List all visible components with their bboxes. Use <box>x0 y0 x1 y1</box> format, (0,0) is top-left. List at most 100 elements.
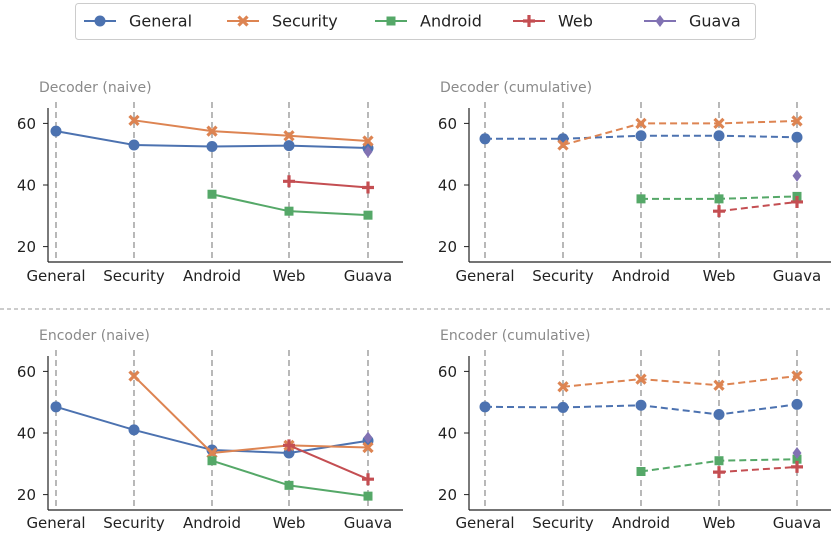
series-line-web <box>288 444 369 481</box>
series-general <box>479 398 803 421</box>
series-guava <box>363 145 373 158</box>
data-point-android <box>714 194 724 204</box>
x-tick-label-web: Web <box>703 267 736 285</box>
data-point-general <box>128 139 140 151</box>
x-tick-label-general: General <box>26 514 85 532</box>
data-point-security <box>635 117 647 130</box>
x-tick-label-guava: Guava <box>344 514 392 532</box>
series-android <box>207 456 373 501</box>
x-tick-label-general: General <box>455 514 514 532</box>
series-line-security <box>133 119 369 142</box>
data-point-security <box>713 379 725 391</box>
x-tick-label-general: General <box>455 267 514 285</box>
series-security <box>128 114 374 147</box>
panel-decoder-naive: Decoder (naive) 20 40 60 General Security Andr… <box>17 80 403 285</box>
legend-marker-web <box>523 15 535 27</box>
data-point-web <box>791 195 803 208</box>
y-tick-label: 60 <box>438 115 457 133</box>
data-point-web <box>713 466 725 479</box>
data-point-android <box>636 467 646 476</box>
data-point-guava <box>792 169 802 182</box>
y-tick-label: 40 <box>438 177 457 195</box>
panel-encoder-naive: Encoder (naive) 20 40 60 General Security Andr… <box>17 328 403 532</box>
data-point-android <box>207 456 217 466</box>
data-point-security <box>283 130 295 142</box>
data-point-security <box>206 447 218 459</box>
x-tick-label-web: Web <box>273 267 306 285</box>
data-point-web <box>791 460 803 473</box>
series-android <box>207 189 373 220</box>
data-point-general <box>50 125 62 137</box>
chart-panels: Decoder (naive) 20 40 60 General Security Andr… <box>17 80 831 532</box>
data-point-android <box>284 480 294 490</box>
data-point-web <box>362 473 374 486</box>
series-guava <box>363 431 373 444</box>
y-tick-label: 20 <box>438 486 457 504</box>
data-point-security <box>791 115 803 127</box>
data-point-web <box>713 205 725 218</box>
data-point-general <box>635 399 647 411</box>
panel-title: Decoder (cumulative) <box>440 80 592 96</box>
panel-title: Encoder (cumulative) <box>440 328 590 344</box>
y-tick-label: 60 <box>17 363 36 381</box>
series-web <box>713 195 803 218</box>
series-security <box>128 370 374 459</box>
legend-label-guava: Guava <box>689 12 741 31</box>
data-point-guava <box>363 431 373 444</box>
y-tick-label: 20 <box>438 238 457 256</box>
legend-marker-security <box>237 15 249 27</box>
x-tick-label-security: Security <box>532 267 594 285</box>
x-tick-label-android: Android <box>183 267 241 285</box>
data-point-security <box>128 114 140 126</box>
data-point-guava <box>792 447 802 460</box>
series-web <box>713 460 803 479</box>
panel-title: Decoder (naive) <box>39 80 152 96</box>
series-security <box>557 115 803 151</box>
data-point-general <box>635 130 647 142</box>
legend-label-security: Security <box>272 12 338 31</box>
legend-label-general: General <box>129 12 192 31</box>
data-point-general <box>713 409 725 421</box>
data-point-security <box>362 135 374 147</box>
series-general <box>50 401 374 459</box>
data-point-general <box>713 130 725 142</box>
legend-marker-android <box>386 16 396 26</box>
data-point-general <box>206 141 218 152</box>
x-tick-label-security: Security <box>103 514 165 532</box>
data-point-security <box>362 441 374 454</box>
y-tick-label: 20 <box>17 486 36 504</box>
data-point-security <box>557 139 569 151</box>
series-web <box>283 439 374 486</box>
data-point-general <box>479 401 491 413</box>
legend-marker-guava <box>655 15 665 27</box>
data-point-android <box>792 454 802 464</box>
series-line-security <box>562 375 798 388</box>
series-line-security <box>562 119 798 146</box>
data-point-android <box>207 189 217 199</box>
series-line-android <box>211 459 369 498</box>
data-point-security <box>635 373 647 385</box>
panel-encoder-cumulative: Encoder (cumulative) 20 40 60 General Securit… <box>438 328 831 532</box>
x-tick-label-web: Web <box>703 514 736 532</box>
data-point-general <box>283 140 295 152</box>
y-tick-label: 40 <box>438 425 457 443</box>
x-tick-label-guava: Guava <box>344 267 392 285</box>
series-line-web <box>718 465 798 474</box>
data-point-android <box>714 456 724 466</box>
x-tick-label-web: Web <box>273 514 306 532</box>
data-point-android <box>363 210 373 220</box>
x-tick-label-guava: Guava <box>773 514 821 532</box>
legend-label-android: Android <box>420 12 482 31</box>
panel-decoder-cumulative: Decoder (cumulative) 20 40 60 General Securit… <box>438 80 831 285</box>
data-point-general <box>479 133 491 145</box>
x-tick-label-android: Android <box>183 514 241 532</box>
data-point-web <box>283 439 295 452</box>
data-point-general <box>791 131 803 143</box>
data-point-android <box>363 491 373 501</box>
series-android <box>636 454 802 476</box>
x-tick-label-general: General <box>26 267 85 285</box>
series-line-web <box>718 200 798 213</box>
series-security <box>557 370 803 393</box>
x-tick-label-android: Android <box>612 514 670 532</box>
data-point-general <box>128 424 140 436</box>
